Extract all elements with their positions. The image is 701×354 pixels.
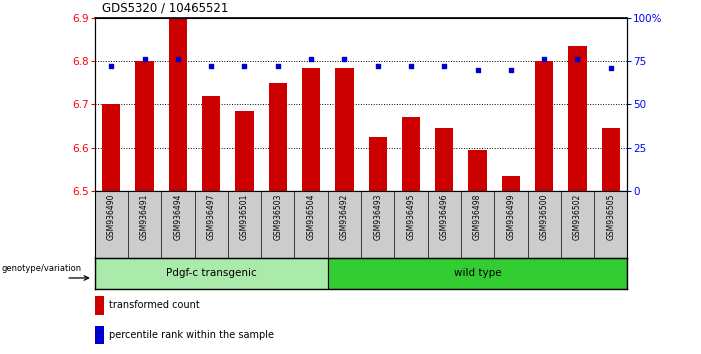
Bar	[202, 96, 220, 191]
Text: GSM936494: GSM936494	[173, 193, 182, 240]
Text: genotype/variation: genotype/variation	[2, 264, 82, 273]
Bar	[95, 326, 104, 344]
Point	[572, 57, 583, 62]
Point	[372, 63, 383, 69]
Bar	[535, 61, 553, 191]
Bar	[268, 83, 287, 191]
Point	[505, 67, 517, 73]
Bar	[102, 104, 121, 191]
Bar	[169, 18, 187, 191]
Text: GSM936493: GSM936493	[373, 193, 382, 240]
Text: GSM936499: GSM936499	[506, 193, 515, 240]
Bar	[468, 150, 486, 191]
Text: Pdgf-c transgenic: Pdgf-c transgenic	[166, 268, 257, 279]
Bar	[402, 118, 420, 191]
Text: GSM936492: GSM936492	[340, 193, 349, 240]
Bar	[302, 68, 320, 191]
Bar	[335, 68, 353, 191]
Point	[339, 57, 350, 62]
Bar	[601, 128, 620, 191]
Point	[139, 57, 150, 62]
Point	[205, 63, 217, 69]
Text: percentile rank within the sample: percentile rank within the sample	[109, 330, 274, 340]
Text: GSM936505: GSM936505	[606, 193, 615, 240]
Bar	[327, 258, 627, 289]
Text: wild type: wild type	[454, 268, 501, 279]
Point	[172, 57, 184, 62]
Text: GSM936495: GSM936495	[407, 193, 416, 240]
Bar	[502, 176, 520, 191]
Text: GSM936502: GSM936502	[573, 193, 582, 240]
Text: GSM936496: GSM936496	[440, 193, 449, 240]
Text: GSM936491: GSM936491	[140, 193, 149, 240]
Bar	[569, 46, 587, 191]
Text: GSM936497: GSM936497	[207, 193, 216, 240]
Point	[306, 57, 317, 62]
Bar	[236, 111, 254, 191]
Text: transformed count: transformed count	[109, 300, 200, 310]
Point	[439, 63, 450, 69]
Point	[605, 65, 616, 71]
Bar	[435, 128, 454, 191]
Bar	[95, 258, 327, 289]
Text: GSM936501: GSM936501	[240, 193, 249, 240]
Bar	[369, 137, 387, 191]
Bar	[95, 296, 104, 315]
Point	[106, 63, 117, 69]
Text: GSM936500: GSM936500	[540, 193, 549, 240]
Bar	[135, 61, 154, 191]
Text: GSM936504: GSM936504	[306, 193, 315, 240]
Point	[538, 57, 550, 62]
Text: GSM936503: GSM936503	[273, 193, 283, 240]
Text: GDS5320 / 10465521: GDS5320 / 10465521	[102, 1, 228, 14]
Point	[272, 63, 283, 69]
Point	[405, 63, 416, 69]
Point	[472, 67, 483, 73]
Text: GSM936498: GSM936498	[473, 193, 482, 240]
Text: GSM936490: GSM936490	[107, 193, 116, 240]
Point	[239, 63, 250, 69]
